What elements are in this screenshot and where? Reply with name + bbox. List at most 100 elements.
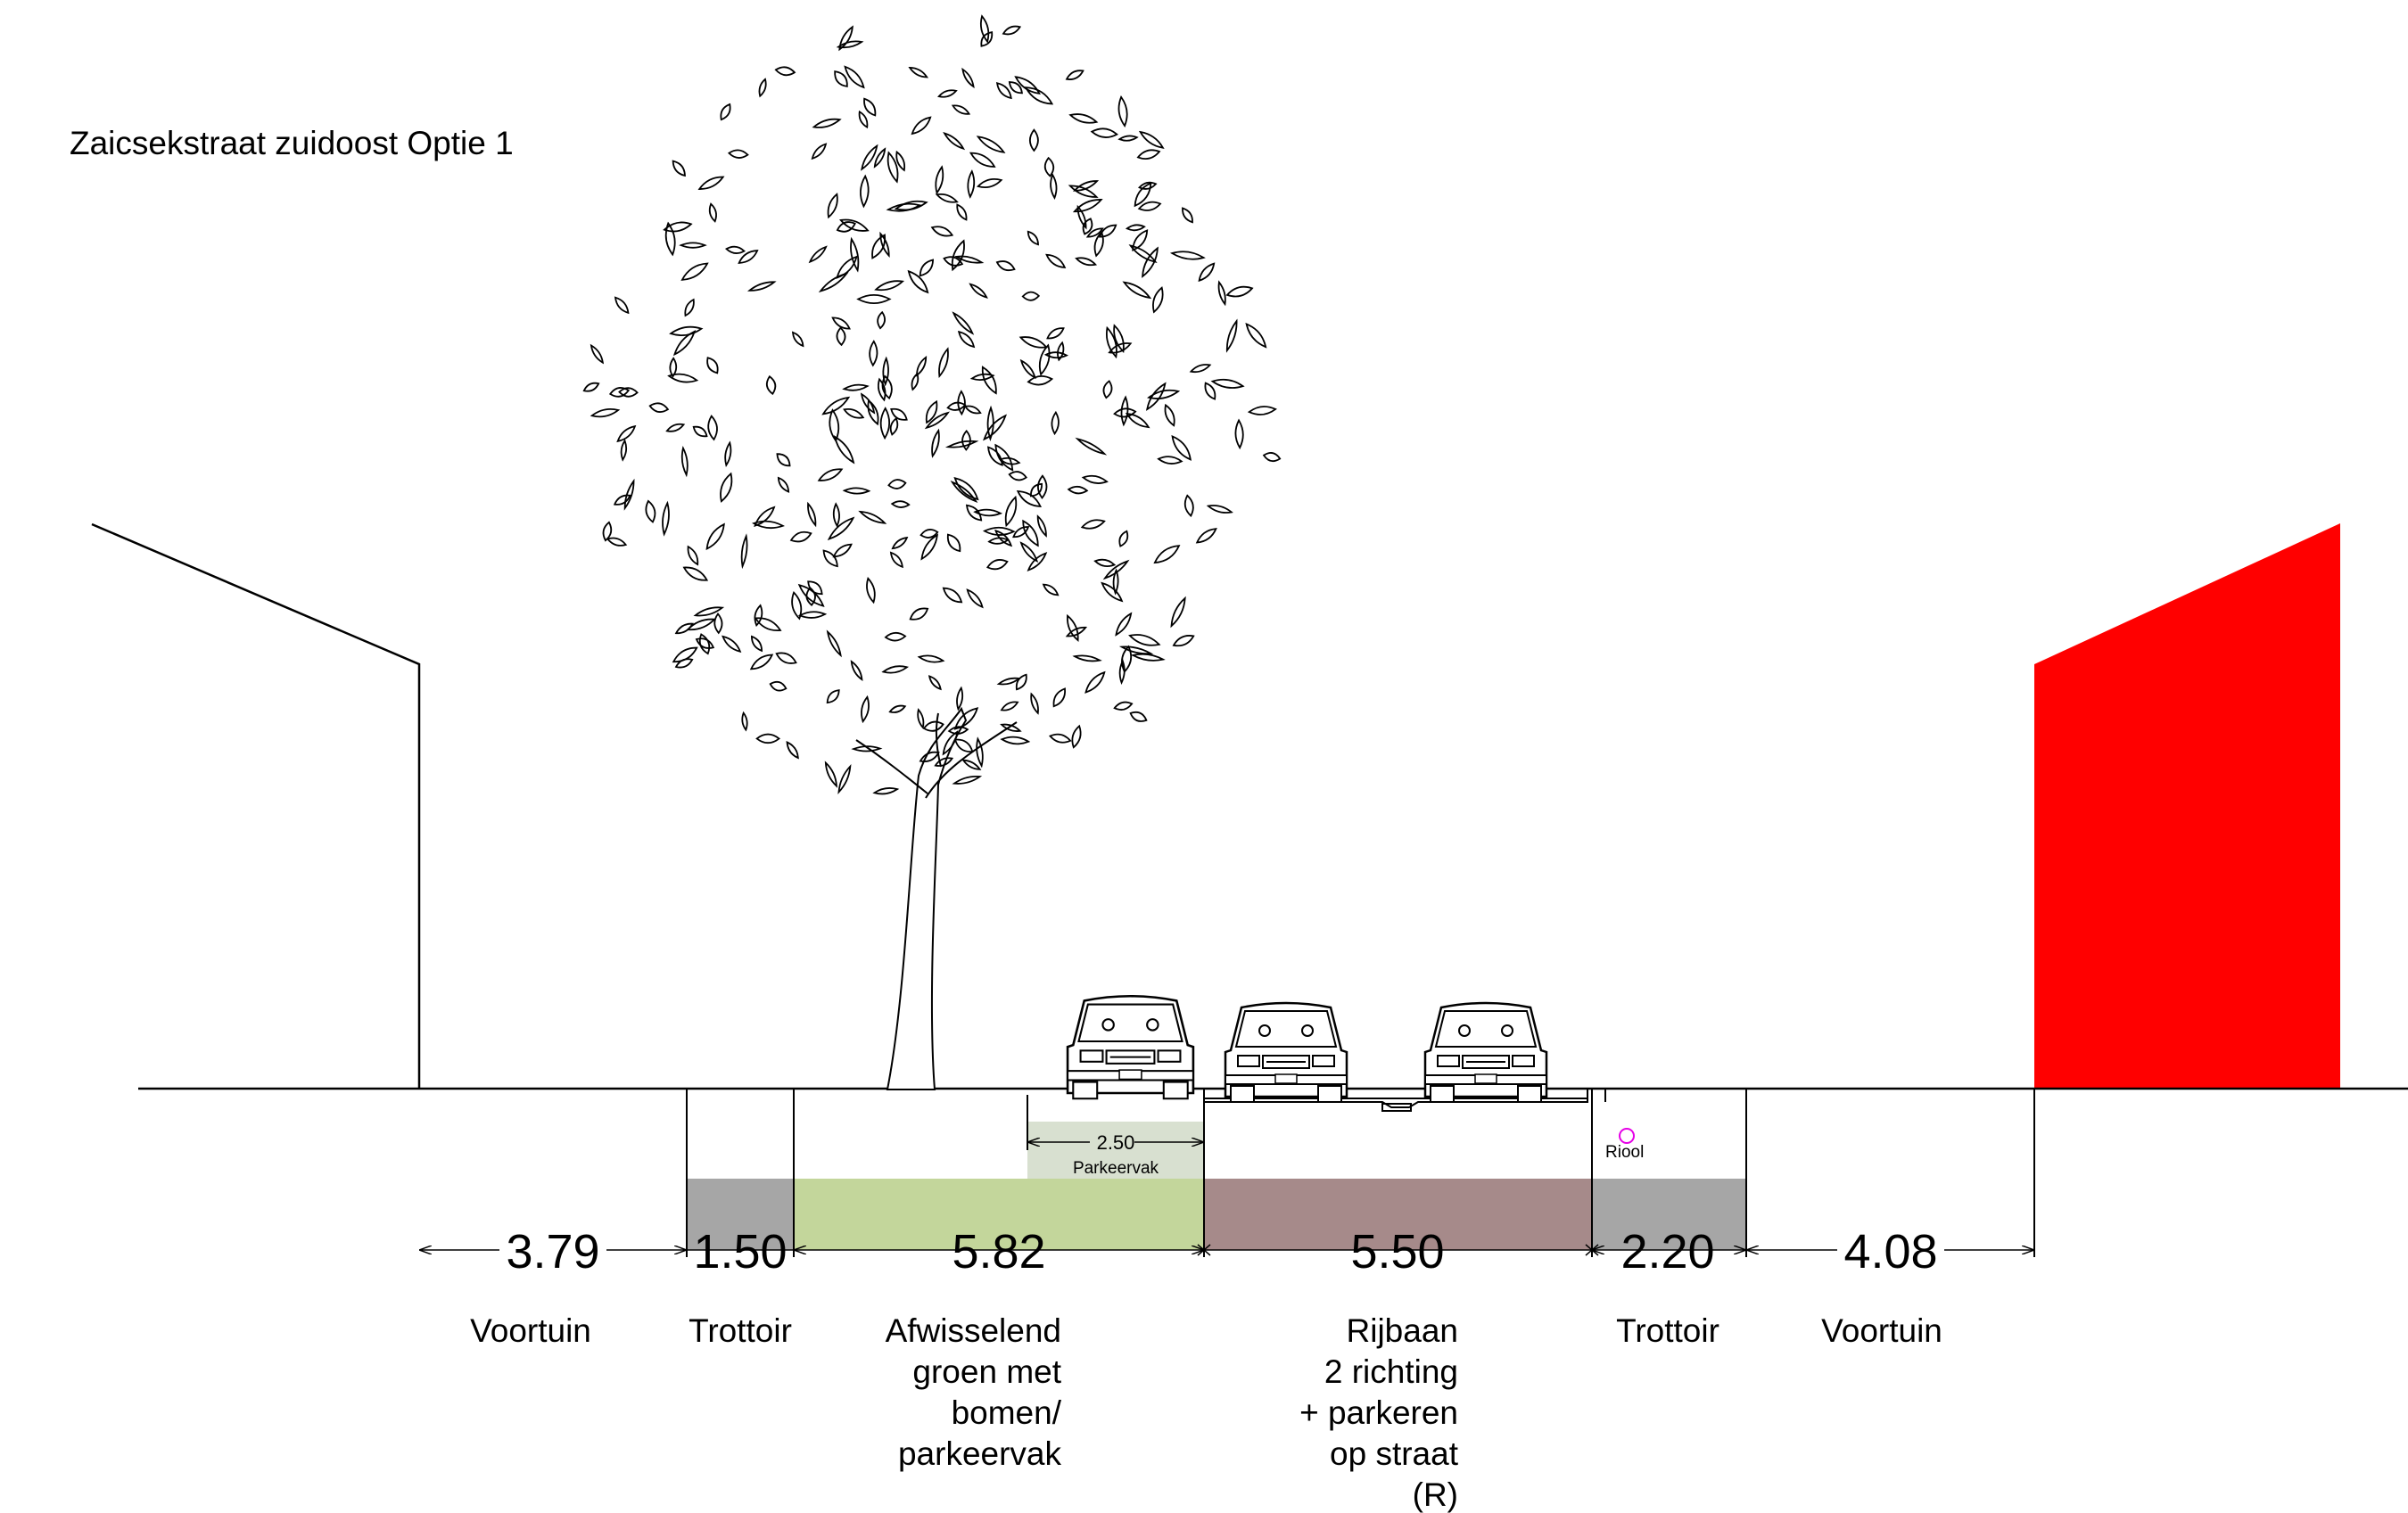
leaf-mark (937, 89, 958, 98)
leaf-mark (1234, 418, 1244, 450)
leaf-mark (1098, 224, 1117, 238)
leaf-mark (1137, 201, 1162, 211)
leaf-mark (1115, 612, 1133, 637)
leaf-mark (954, 255, 985, 264)
leaf-mark (976, 736, 984, 769)
leaf-mark (1038, 343, 1051, 376)
leaf-mark (817, 468, 844, 481)
leaf-mark (672, 646, 698, 663)
leaf-mark (980, 31, 994, 47)
drawing-title: Zaicsekstraat zuidoost Optie 1 (70, 125, 514, 161)
leaf-mark (911, 116, 932, 136)
leaf-mark (919, 529, 939, 539)
leaf-mark (620, 439, 628, 462)
leaf-mark (934, 757, 954, 767)
segment-boundaries (686, 1089, 2035, 1257)
label-trottoir-right: Trottoir (1616, 1312, 1719, 1349)
leaf-mark (1018, 336, 1048, 349)
leaf-mark (909, 607, 929, 621)
leaf-mark (754, 604, 763, 628)
leaf-mark (741, 711, 748, 732)
leaf-mark (680, 262, 709, 281)
leaf-mark (672, 330, 697, 357)
width-voortuin-left: 3.79 (506, 1225, 599, 1279)
leaf-mark (826, 629, 842, 658)
leaf-mark (720, 472, 733, 503)
leaf-mark (1084, 670, 1106, 694)
leaf-mark (662, 500, 670, 537)
leaf-mark (789, 530, 812, 543)
label-voortuin-right: Voortuin (1821, 1312, 1942, 1349)
leaf-mark (1189, 364, 1212, 374)
leaf-mark (706, 357, 719, 374)
leaf-mark (832, 543, 853, 558)
leaf-mark (911, 372, 919, 391)
leaf-mark (938, 347, 949, 378)
leaf-mark (1152, 286, 1164, 314)
car-icon (1423, 1001, 1548, 1103)
leaf-mark (832, 502, 840, 528)
leaf-mark (1046, 327, 1065, 340)
leaf-mark (1072, 180, 1100, 192)
leaf-mark (1157, 456, 1183, 465)
leaf-mark (1042, 583, 1060, 596)
leaf-mark (822, 549, 838, 568)
leaf-mark (1182, 207, 1193, 224)
leaf-mark (826, 689, 840, 704)
leaf-mark (1051, 410, 1060, 436)
sewer-label: Riool (1605, 1143, 1644, 1162)
leaf-mark (943, 131, 966, 151)
leaf-mark (1093, 230, 1104, 258)
leaf-mark (884, 631, 907, 642)
leaf-mark (922, 720, 944, 732)
leaf-mark (1147, 389, 1181, 399)
leaf-mark (976, 136, 1006, 153)
leaf-mark (999, 456, 1021, 465)
leaf-mark (1132, 229, 1149, 251)
leaf-mark (687, 545, 699, 566)
leaf-mark (750, 635, 763, 653)
leaf-mark (720, 103, 731, 121)
leaf-mark (856, 293, 892, 305)
leaf-mark (754, 617, 782, 632)
leaf-mark (891, 536, 909, 550)
leaf-mark (1113, 701, 1134, 711)
leaf-mark (1112, 568, 1119, 596)
leaf-mark (1153, 545, 1181, 564)
parking-dimension: 2.50 Parkeervak (1027, 1131, 1204, 1178)
leaf-mark (1076, 204, 1087, 230)
leaf-mark (1036, 474, 1048, 499)
leaf-mark (1085, 227, 1104, 238)
leaf-mark (952, 311, 975, 335)
leaf-mark (1012, 526, 1030, 539)
leaf-mark (1022, 519, 1039, 547)
leaf-mark (839, 218, 870, 232)
leaf-mark (754, 506, 776, 528)
leaf-mark (727, 149, 749, 159)
leaf-mark (837, 764, 852, 794)
leaf-mark (582, 382, 600, 392)
leaf-mark (1065, 626, 1088, 637)
leaf-mark (925, 399, 938, 424)
leaf-mark (872, 787, 900, 795)
leaf-mark (738, 250, 759, 264)
leaf-mark (1057, 341, 1065, 362)
leaf-mark (669, 325, 704, 336)
leaf-mark (1170, 596, 1186, 629)
car-icon (1066, 994, 1195, 1100)
leaf-mark (886, 202, 922, 212)
leaf-mark (590, 407, 621, 418)
leaf-mark (1014, 76, 1041, 95)
leaf-mark (942, 730, 959, 756)
leaf-mark (1117, 135, 1139, 142)
leaf-mark (821, 396, 851, 415)
leaf-mark (919, 751, 940, 762)
leaf-mark (1045, 253, 1067, 268)
leaf-mark (602, 521, 613, 542)
leaf-mark (613, 494, 631, 506)
leaf-mark (874, 280, 905, 292)
leaf-mark (957, 330, 976, 349)
leaf-mark (807, 501, 817, 528)
leaf-mark (858, 110, 869, 129)
leaf-mark (979, 14, 990, 44)
